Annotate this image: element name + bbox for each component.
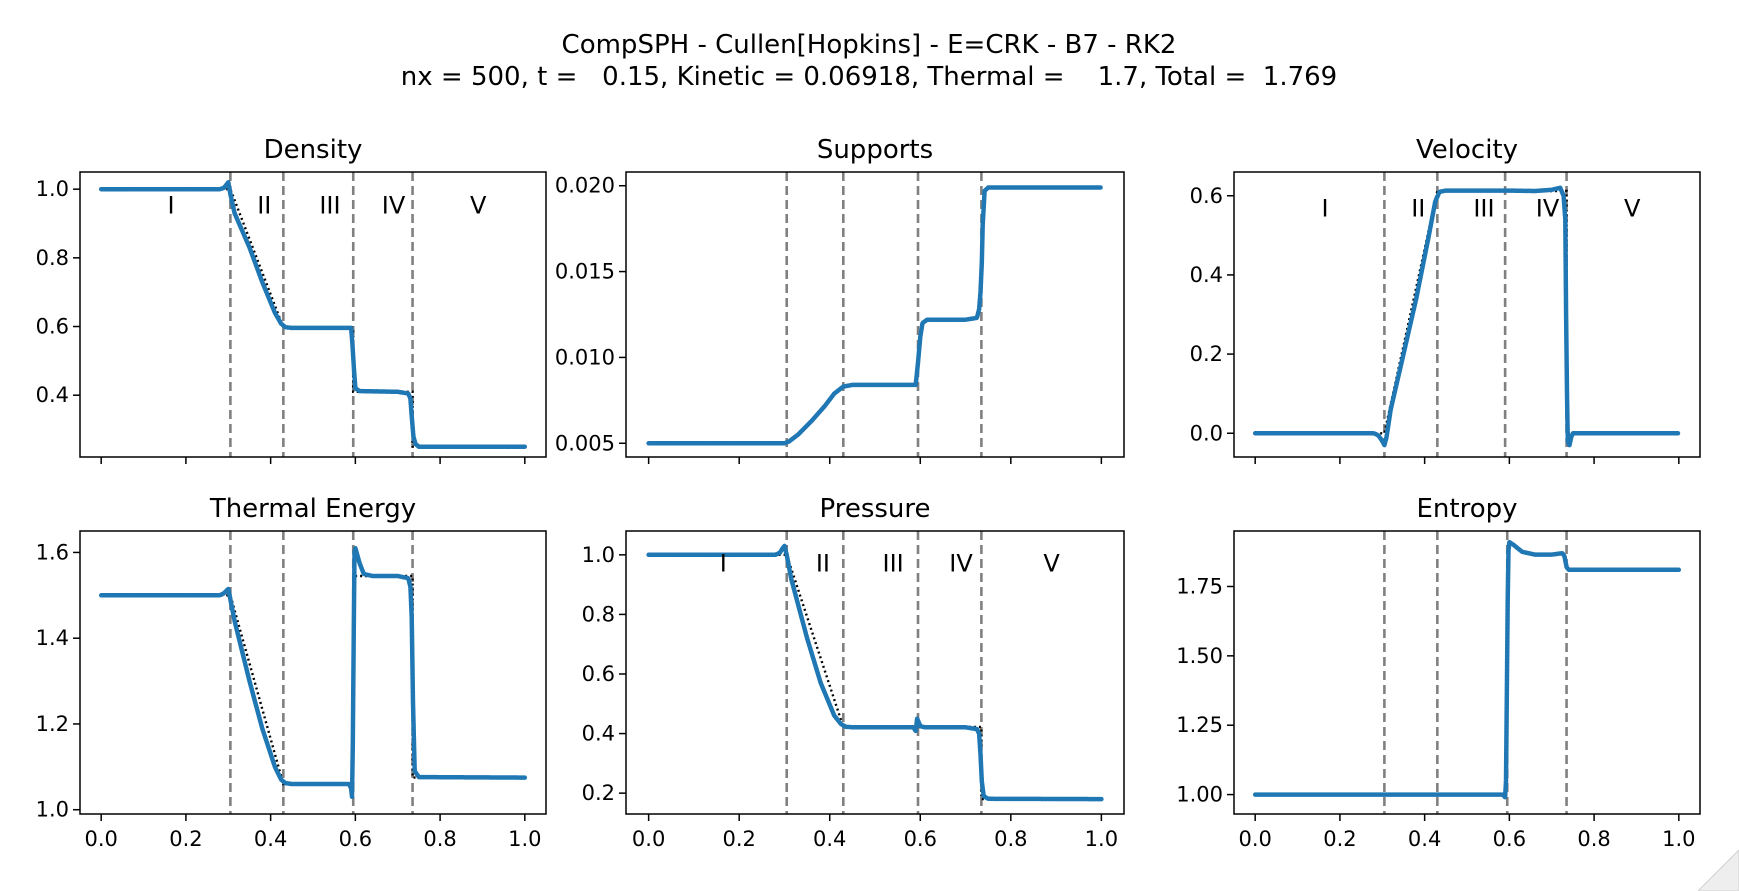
window-resize-corner[interactable]	[1697, 849, 1739, 891]
axes-frame-thermal-energy	[79, 530, 547, 815]
xtick-label-pressure-1: 0.2	[722, 827, 755, 851]
axes-frame-supports	[625, 171, 1125, 458]
ytick-label-velocity-0: 0.0	[1190, 421, 1223, 445]
xtick-label-pressure-5: 1.0	[1085, 827, 1118, 851]
xtick-label-thermal-energy-4: 0.8	[423, 827, 456, 851]
simulation-series-entropy	[1252, 539, 1682, 800]
xtick-label-entropy-1: 0.2	[1323, 827, 1356, 851]
ytick-label-supports-3: 0.020	[555, 174, 615, 198]
simulation-series-velocity	[1252, 185, 1682, 448]
ytick-label-pressure-2: 0.6	[582, 662, 615, 686]
ytick-label-entropy-3: 1.75	[1176, 574, 1223, 598]
xtick-label-entropy-3: 0.6	[1493, 827, 1526, 851]
region-label-pressure-I: I	[720, 549, 727, 577]
region-label-pressure-IV: IV	[949, 549, 973, 577]
simulation-series-supports	[646, 185, 1104, 446]
simulation-series-pressure	[646, 543, 1104, 802]
panel-title-thermal-energy: Thermal Energy	[209, 494, 416, 524]
region-label-density-IV: IV	[382, 192, 406, 220]
xtick-label-thermal-energy-0: 0.0	[84, 827, 117, 851]
ytick-label-supports-0: 0.005	[555, 431, 615, 455]
ytick-label-entropy-0: 1.00	[1176, 783, 1223, 807]
xtick-label-entropy-2: 0.4	[1408, 827, 1441, 851]
xtick-label-pressure-0: 0.0	[632, 827, 665, 851]
region-label-density-I: I	[168, 192, 175, 220]
panel-supports: Supports 0.005 0.010 0.015 0.020	[555, 135, 1125, 464]
figure-title-line1: CompSPH - Cullen[Hopkins] - E=CRK - B7 -…	[562, 30, 1177, 60]
plot-area-supports	[646, 185, 1104, 446]
ytick-label-entropy-1: 1.25	[1176, 713, 1223, 737]
ytick-label-thermal-energy-2: 1.4	[36, 626, 69, 650]
axes-frame-entropy	[1233, 530, 1701, 815]
region-label-density-V: V	[470, 192, 487, 220]
plot-area-entropy	[1252, 539, 1682, 800]
ytick-label-density-2: 0.8	[36, 246, 69, 270]
xtick-label-thermal-energy-1: 0.2	[169, 827, 202, 851]
region-label-velocity-IV: IV	[1536, 195, 1560, 223]
ytick-label-pressure-3: 0.8	[582, 602, 615, 626]
ytick-label-velocity-1: 0.2	[1190, 342, 1223, 366]
ytick-label-entropy-2: 1.50	[1176, 644, 1223, 668]
region-label-density-II: II	[257, 192, 271, 220]
reference-series-velocity	[1255, 189, 1679, 435]
region-label-velocity-V: V	[1624, 195, 1641, 223]
figure-title-line2: nx = 500, t = 0.15, Kinetic = 0.06918, T…	[401, 62, 1337, 92]
region-label-pressure-II: II	[816, 549, 830, 577]
plot-area-pressure	[646, 543, 1104, 802]
xtick-label-pressure-3: 0.6	[904, 827, 937, 851]
ytick-label-density-3: 1.0	[36, 177, 69, 201]
panel-title-supports: Supports	[817, 135, 933, 165]
ytick-label-velocity-3: 0.6	[1190, 184, 1223, 208]
ytick-label-supports-1: 0.010	[555, 345, 615, 369]
plot-area-density	[98, 180, 528, 449]
panel-thermal-energy: Thermal Energy 1.0 1.2 1.4 1.6 0.0 0.2 0.4 0.6 0.…	[36, 494, 547, 851]
reference-series-pressure	[648, 553, 1102, 801]
xtick-label-entropy-5: 1.0	[1662, 827, 1695, 851]
panel-title-velocity: Velocity	[1416, 135, 1518, 165]
ytick-label-supports-2: 0.015	[555, 260, 615, 284]
axes-frame-density	[79, 171, 547, 458]
xtick-label-thermal-energy-5: 1.0	[508, 827, 541, 851]
axes-frame-velocity	[1233, 171, 1701, 458]
region-label-velocity-III: III	[1473, 195, 1494, 223]
ytick-label-thermal-energy-0: 1.0	[36, 798, 69, 822]
region-label-velocity-II: II	[1411, 195, 1425, 223]
xtick-label-pressure-4: 0.8	[994, 827, 1027, 851]
xtick-label-pressure-2: 0.4	[813, 827, 846, 851]
plot-area-velocity	[1252, 185, 1682, 448]
panel-title-entropy: Entropy	[1416, 494, 1517, 524]
xtick-label-thermal-energy-3: 0.6	[339, 827, 372, 851]
axes-frame-pressure	[625, 530, 1125, 815]
simulation-series-density	[98, 180, 528, 449]
reference-series-density	[101, 187, 525, 448]
panel-title-pressure: Pressure	[819, 494, 930, 524]
region-label-velocity-I: I	[1322, 195, 1329, 223]
ytick-label-pressure-0: 0.2	[582, 781, 615, 805]
ytick-label-pressure-4: 1.0	[582, 543, 615, 567]
xtick-label-entropy-4: 0.8	[1577, 827, 1610, 851]
ytick-label-density-1: 0.6	[36, 315, 69, 339]
region-label-pressure-III: III	[882, 549, 903, 577]
region-label-pressure-V: V	[1043, 549, 1060, 577]
ytick-label-pressure-1: 0.4	[582, 722, 615, 746]
panel-title-density: Density	[264, 135, 363, 165]
panel-entropy: Entropy 1.00 1.25 1.50 1.75 0.0 0.2 0.4 0.6 0.8 1.…	[1176, 494, 1701, 851]
xtick-label-thermal-energy-2: 0.4	[254, 827, 287, 851]
ytick-label-density-0: 0.4	[36, 383, 69, 407]
reference-series-thermal-energy	[101, 574, 525, 786]
ytick-label-thermal-energy-1: 1.2	[36, 712, 69, 736]
xtick-label-entropy-0: 0.0	[1238, 827, 1271, 851]
region-label-density-III: III	[319, 192, 340, 220]
ytick-label-thermal-energy-3: 1.6	[36, 540, 69, 564]
plot-area-thermal-energy	[98, 545, 528, 800]
simulation-series-thermal-energy	[98, 545, 528, 800]
ytick-label-velocity-2: 0.4	[1190, 263, 1223, 287]
